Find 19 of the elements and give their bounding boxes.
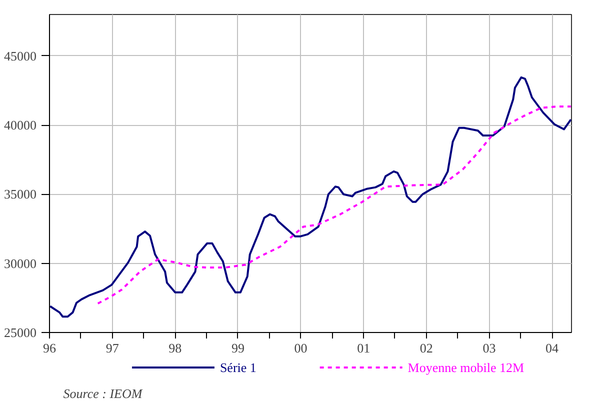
- y-tick-label: 30000: [4, 256, 36, 271]
- x-tick-label: 01: [357, 340, 370, 356]
- y-tick-label: 35000: [4, 186, 36, 202]
- x-tick-label: 96: [43, 340, 56, 356]
- x-tick-label: 03: [482, 340, 496, 356]
- source-note: Source : IEOM: [63, 386, 144, 401]
- y-tick-label: 25000: [4, 325, 36, 340]
- text: Série 1: [220, 360, 256, 375]
- y-tick-label: 40000: [4, 118, 36, 133]
- x-tick-label: 04: [546, 340, 560, 356]
- x-tick-label: 97: [106, 340, 120, 356]
- y-tick-label: 45000: [4, 48, 36, 64]
- line-series: [50, 76, 572, 318]
- x-tick-label: 99: [231, 340, 244, 356]
- x-tick-label: 98: [168, 340, 182, 356]
- x-tick-label: 02: [420, 340, 433, 356]
- text: Moyenne mobile 12M: [408, 360, 525, 375]
- line-series: [96, 105, 572, 304]
- x-tick-label: 00: [294, 340, 308, 356]
